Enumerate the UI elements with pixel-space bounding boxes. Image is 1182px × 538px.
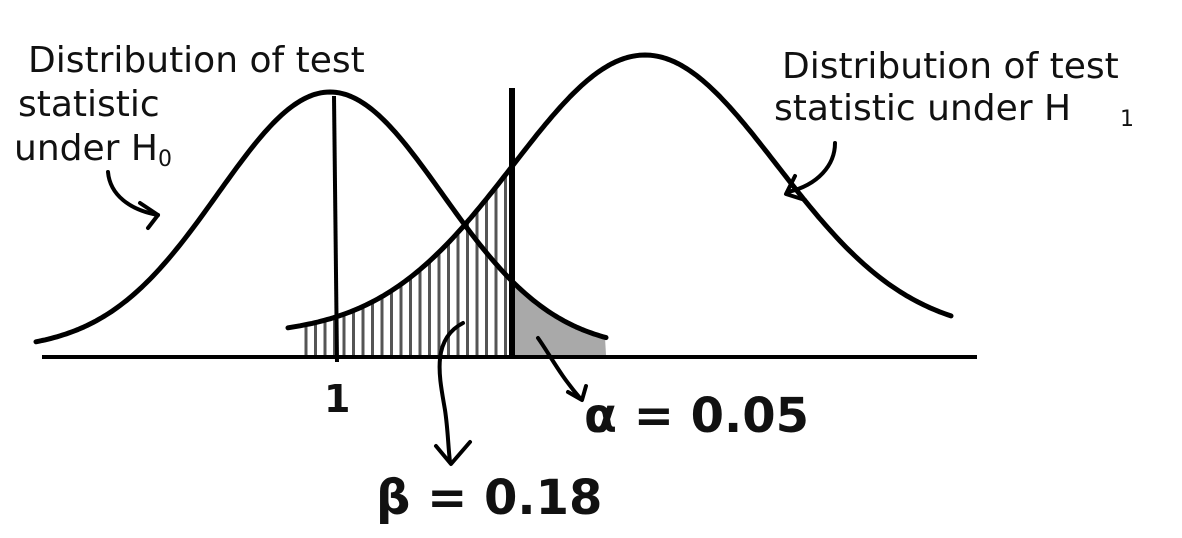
h1-label-line-2: statistic under H bbox=[774, 88, 1071, 129]
h0-label-line-1: Distribution of test bbox=[28, 40, 365, 81]
h0-label-arrow bbox=[106, 170, 160, 217]
h1-label-arrow bbox=[786, 141, 837, 194]
h0-label-arrowhead bbox=[138, 201, 160, 230]
h0-label-subscript: 0 bbox=[158, 147, 172, 172]
alpha-arrow bbox=[536, 336, 582, 400]
alpha-label: α = 0.05 bbox=[584, 388, 809, 444]
alpha-region bbox=[512, 281, 606, 355]
beta-arrow bbox=[437, 321, 465, 464]
h1-label-arrowhead bbox=[784, 174, 807, 202]
h1-distribution-curve bbox=[285, 52, 954, 331]
h1-label-subscript: 1 bbox=[1120, 107, 1134, 132]
beta-arrowhead bbox=[434, 440, 472, 466]
h0-mean-line bbox=[332, 95, 339, 363]
h0-label-line-2: statistic bbox=[18, 84, 160, 125]
alpha-arrowhead bbox=[566, 384, 588, 402]
beta-label: β = 0.18 bbox=[376, 470, 602, 526]
beta-region-hatching bbox=[304, 176, 507, 355]
h1-label-line-1: Distribution of test bbox=[782, 46, 1119, 87]
h0-label-line-3: under H bbox=[14, 128, 158, 169]
h0-mean-tick-label: 1 bbox=[324, 377, 350, 421]
